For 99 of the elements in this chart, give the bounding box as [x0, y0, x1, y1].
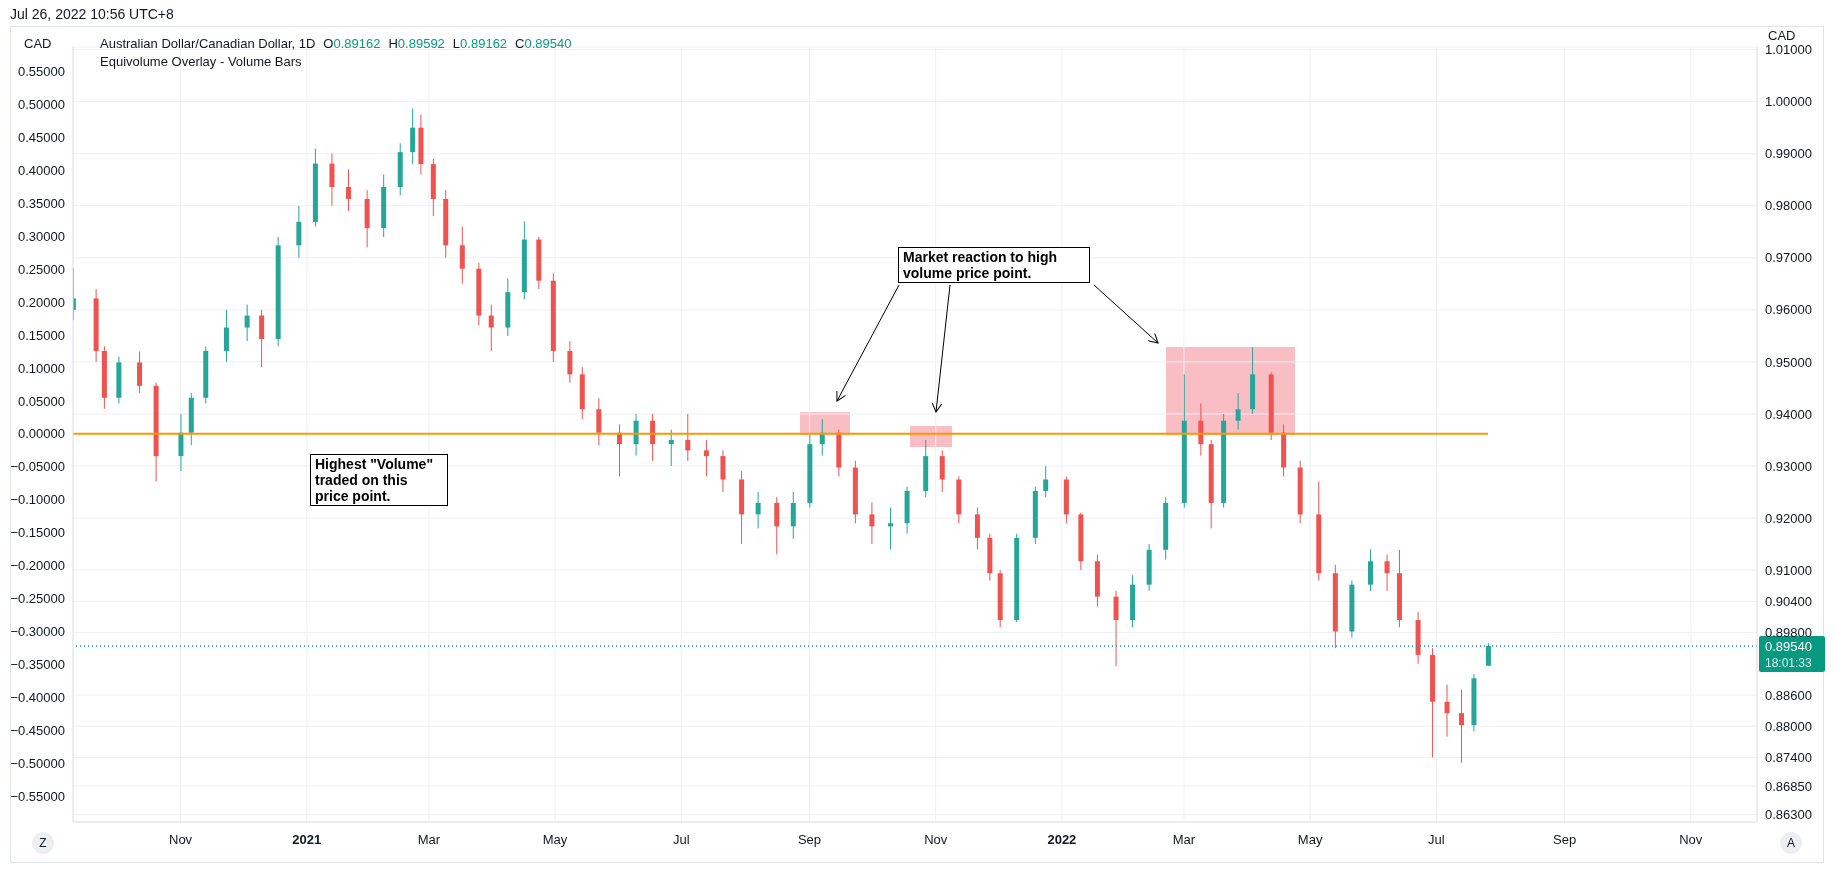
text: Jul 26, 2022 10:56 UTC+8 [10, 6, 174, 22]
y2-axis-title: CAD [24, 36, 52, 51]
candlestick [755, 491, 761, 529]
y-tick-label: 0.95000 [1765, 354, 1812, 370]
candlestick [1198, 403, 1204, 457]
candlestick [1444, 684, 1450, 738]
candlestick [888, 507, 894, 550]
candlestick [567, 340, 573, 384]
y-tick-label: 0.87400 [1765, 750, 1812, 766]
candlestick [259, 309, 265, 368]
y-tick-label: 0.97000 [1765, 250, 1812, 266]
y2-tick-label: 0.05000 [18, 393, 65, 409]
candlestick [939, 449, 945, 493]
candlestick [703, 439, 709, 477]
y-tick-label: 0.86300 [1765, 807, 1812, 823]
zoom-button: Z [32, 832, 54, 854]
y2-tick-label: −0.15000 [10, 525, 65, 541]
y2-tick-label: 0.00000 [18, 426, 65, 442]
y2-tick-label: −0.35000 [10, 657, 65, 673]
candlestick [1485, 642, 1491, 667]
x-tick-label: Nov [169, 832, 193, 847]
candlestick [178, 413, 184, 472]
y2-tick-label: −0.25000 [10, 591, 65, 607]
annotation: Highest "Volume" traded on this price point. [310, 454, 448, 506]
y-tick-label: 0.93000 [1765, 458, 1812, 474]
y-tick-label: 0.90400 [1765, 593, 1812, 609]
ref-line-label: 0.89540 [1765, 639, 1812, 655]
candlestick [1459, 689, 1465, 764]
candlestick [459, 226, 465, 285]
y-tick-label: 1.00000 [1765, 94, 1812, 110]
candlestick [685, 413, 691, 462]
text: 18:01:33 [1765, 656, 1813, 671]
annotation: Market reaction to high volume price point. [898, 247, 1090, 283]
candlestick [650, 413, 656, 462]
candlestick [790, 491, 796, 540]
candlestick [596, 397, 602, 446]
y2-tick-label: −0.20000 [10, 558, 65, 574]
candlestick [774, 496, 780, 555]
x-tick-label: 2021 [292, 832, 322, 847]
x-tick-label: 2022 [1047, 832, 1077, 847]
y2-tick-label: −0.40000 [10, 690, 65, 706]
candlestick [720, 449, 726, 493]
y2-tick-label: −0.45000 [10, 723, 65, 739]
candlestick [137, 350, 143, 394]
candlestick [223, 309, 229, 363]
x-tick-label: Mar [1172, 832, 1196, 847]
candlestick [974, 507, 980, 550]
candlestick [1384, 553, 1390, 592]
y2-tick-label: 0.30000 [18, 228, 65, 244]
y2-tick-label: −0.30000 [10, 624, 65, 640]
y-tick-label: 0.91000 [1765, 562, 1812, 578]
candlestick [1113, 590, 1119, 667]
x-tick-label: Nov [924, 832, 948, 847]
y2-tick-label: −0.50000 [10, 755, 65, 771]
x-tick-label: Sep [797, 832, 822, 847]
candlestick [869, 501, 875, 545]
candlestick [329, 153, 335, 207]
y-tick-label: 0.94000 [1765, 406, 1812, 422]
candlestick [296, 205, 302, 259]
y2-tick-label: 0.25000 [18, 261, 65, 277]
chart-subtitle: O0.89162 H0.89592 L0.89162 C0.89540 [323, 36, 572, 51]
auto-scale-button: A [1780, 832, 1802, 854]
y-tick-label: 0.99000 [1765, 146, 1812, 162]
y-axis-title: CAD [1768, 28, 1796, 43]
y2-tick-label: 0.50000 [18, 96, 65, 112]
y2-tick-label: 0.20000 [18, 294, 65, 310]
candlestick [1043, 465, 1049, 498]
y-tick-label: 0.88000 [1765, 718, 1812, 734]
candlestick [488, 304, 494, 352]
candlestick [346, 168, 352, 212]
y2-tick-label: −0.55000 [10, 788, 65, 804]
chart-title: Australian Dollar/Canadian Dollar, 1D [100, 36, 316, 51]
y2-tick-label: −0.05000 [10, 459, 65, 475]
y2-tick-label: 0.55000 [18, 64, 65, 79]
candlestick [1235, 392, 1241, 431]
y2-tick-label: 0.10000 [18, 360, 65, 376]
y-tick-label: 0.98000 [1765, 198, 1812, 214]
candlestick [1368, 548, 1373, 592]
y-tick-label: 0.92000 [1765, 510, 1812, 526]
x-tick-label: Nov [1679, 832, 1703, 847]
y-tick-label: 0.96000 [1765, 302, 1812, 318]
x-tick-label: May [1297, 832, 1323, 847]
annotation: Equivolume Overlay - Volume Bars [100, 54, 302, 69]
candlestick [244, 304, 250, 342]
candlestick [668, 429, 674, 467]
y-tick-label: 0.88600 [1765, 687, 1812, 703]
y2-tick-label: 0.35000 [18, 195, 65, 211]
y-tick-label: 1.01000 [1765, 42, 1812, 58]
y2-tick-label: 0.15000 [18, 327, 65, 343]
y2-tick-label: 0.40000 [18, 162, 65, 178]
x-tick-label: Mar [417, 832, 441, 847]
candlestick [633, 413, 639, 457]
x-tick-label: Jul [1428, 832, 1445, 847]
y-tick-label: 0.86850 [1765, 778, 1812, 794]
y2-tick-label: 0.45000 [18, 129, 65, 145]
y2-tick-label: −0.10000 [10, 492, 65, 508]
x-tick-label: Sep [1553, 832, 1577, 847]
x-tick-label: May [542, 832, 568, 847]
x-tick-label: Jul [672, 832, 690, 847]
